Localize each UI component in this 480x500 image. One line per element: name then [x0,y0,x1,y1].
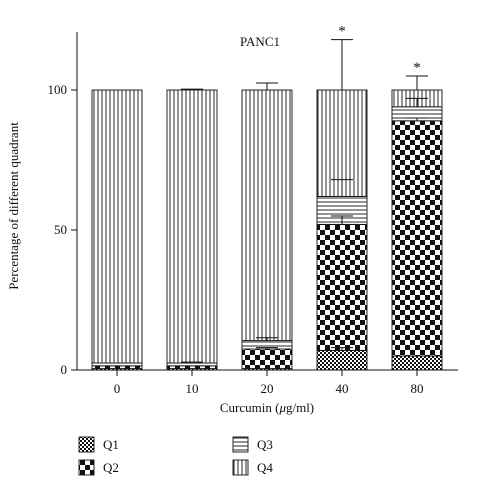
bar-segment-q1-40 [316,349,368,371]
legend-label-q2: Q2 [103,460,119,475]
y-axis-label: Percentage of different quadrant [6,122,21,290]
bar-segment-q4-20 [241,89,293,342]
bar-segment-q4-40 [316,89,368,197]
bar-segment-q2-80 [391,120,443,357]
x-tick-label: 10 [186,381,199,396]
x-tick-label: 40 [336,381,349,396]
bar-segment-q2-20 [241,348,293,370]
legend-label-q1: Q1 [103,437,119,452]
legend-swatch-q3 [232,436,249,453]
bar-segment-q2-40 [316,223,368,351]
error-bars [181,39,428,363]
x-tick-label: 0 [114,381,121,396]
legend-swatch-q2 [78,459,95,476]
chart-title: PANC1 [240,34,280,49]
y-tick-label: 50 [54,222,67,237]
legend-label-q4: Q4 [257,460,273,475]
y-ticks: 0 50 100 [48,82,77,377]
significance-marks: ** [338,24,421,76]
significance-asterisk: * [338,24,346,40]
legend: Q1 Q2 Q3 Q4 [78,436,273,476]
bars [91,89,443,371]
bar-segment-q4-10 [166,89,218,364]
legend-swatch-q4 [232,459,249,476]
legend-label-q3: Q3 [257,437,273,452]
x-ticks: 0 10 20 40 80 [114,370,424,396]
significance-asterisk: * [413,60,421,76]
bar-segment-q4-0 [91,89,143,364]
bar-segment-q1-80 [391,355,443,371]
x-tick-label: 80 [411,381,424,396]
legend-swatch-q1 [78,436,95,453]
y-tick-label: 0 [61,362,68,377]
x-tick-label: 20 [261,381,274,396]
y-tick-label: 100 [48,82,68,97]
x-axis-label: Curcumin (μg/ml) [220,400,314,415]
